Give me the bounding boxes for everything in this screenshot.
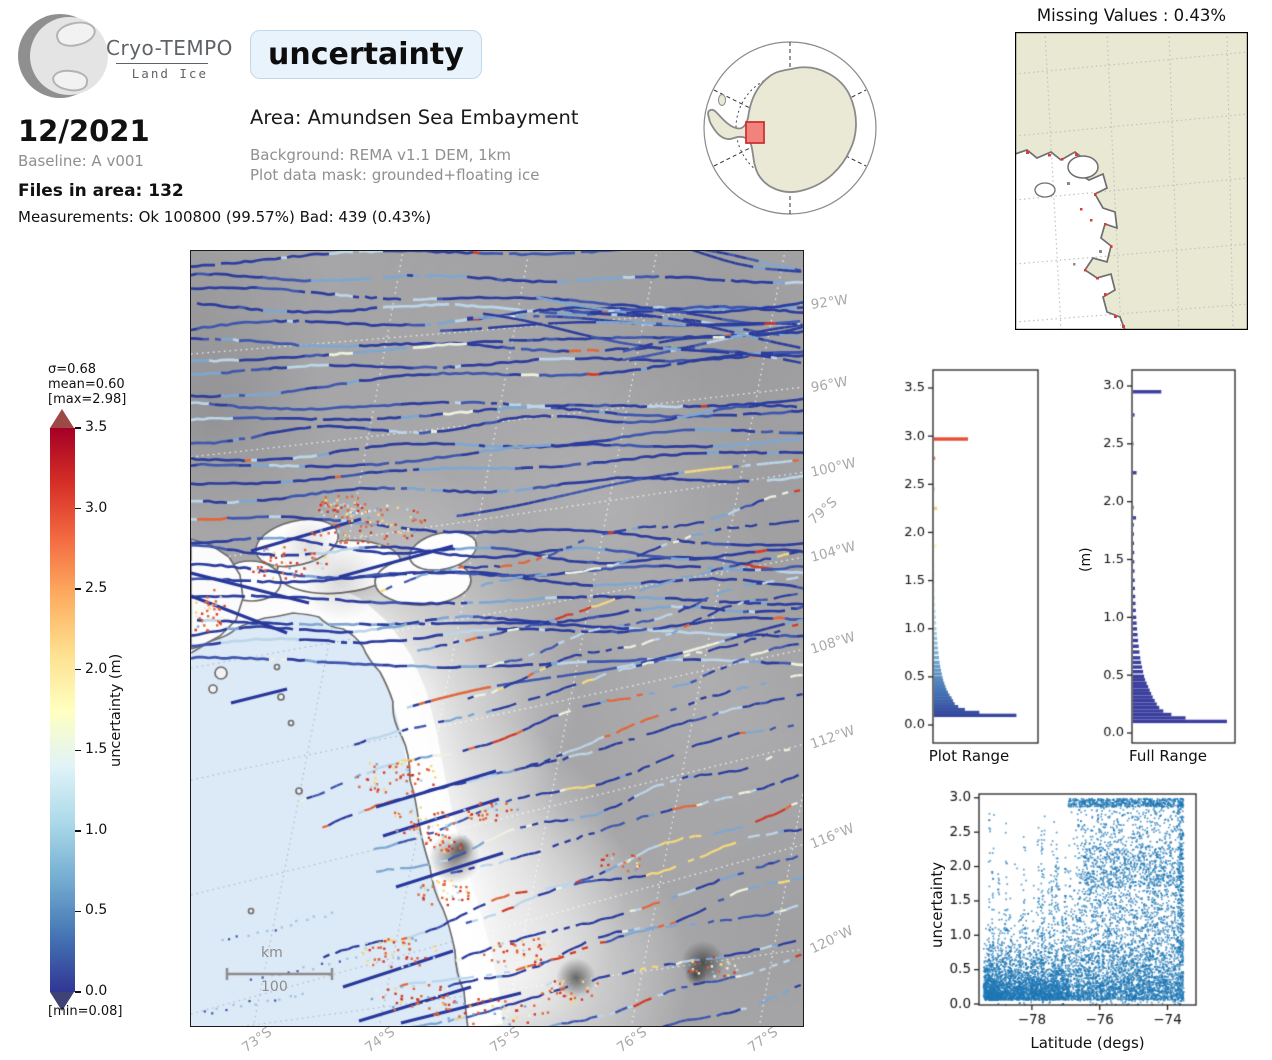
full-range-title: Full Range [1129, 747, 1207, 765]
mask-label: Plot data mask: grounded+floating ice [250, 166, 540, 184]
antarctica-outline [707, 66, 857, 193]
area-extent-box [745, 121, 765, 144]
uncertainty-vs-latitude-scatter [925, 785, 1210, 1035]
missing-values-title: Missing Values : 0.43% [1036, 6, 1227, 25]
colorbar-tick-mark [75, 507, 81, 510]
map-xtick-label: 75°S [487, 1024, 523, 1056]
antarctica-locator-map [703, 41, 877, 215]
date-label: 12/2021 [18, 114, 150, 148]
logo-title: Cryo-TEMPO [106, 36, 233, 60]
scatter-ylabel: uncertainty [928, 861, 946, 949]
colorbar-tick-label: 1.5 [85, 741, 108, 758]
colorbar-tick-mark [75, 830, 81, 832]
plot-range-title: Plot Range [928, 747, 1010, 765]
map-ytick-label: 79°S [805, 494, 841, 528]
map-xtick-label: 73°S [239, 1024, 275, 1056]
logo-subtitle: Land Ice [131, 66, 208, 81]
uncertainty-track-map [191, 251, 803, 1026]
full-range-histogram [1092, 365, 1244, 765]
cryo-tempo-logo [18, 12, 108, 102]
map-ytick-label: 112°W [808, 722, 857, 753]
colorbar-axis-label: uncertainty (m) [108, 653, 124, 767]
baseline-label: Baseline: A v001 [18, 152, 144, 170]
full-range-ylabel: (m) [1078, 547, 1094, 573]
colorbar-tick-label: 1.0 [85, 821, 108, 838]
colorbar-tick-label: 3.0 [85, 499, 108, 516]
map-ytick-label: 120°W [807, 922, 856, 958]
colorbar-tick-label: 0.0 [85, 983, 108, 999]
scalebar-unit-label: km [261, 945, 283, 961]
missing-data-specks [1026, 151, 1125, 328]
area-label: Area: Amundsen Sea Embayment [250, 106, 579, 129]
scalebar-value-label: 100 [261, 979, 288, 995]
map-ytick-label: 104°W [808, 538, 858, 566]
main-map-frame: km 100 [190, 250, 804, 1027]
map-ytick-label: 108°W [808, 628, 858, 658]
plot-range-histogram [893, 365, 1045, 765]
map-xtick-label: 77°S [745, 1024, 781, 1056]
colorbar-tick-label: 0.5 [85, 902, 108, 919]
colorbar-tick-mark [75, 668, 81, 671]
map-xtick-label: 76°S [614, 1024, 650, 1056]
colorbar-over-arrow [50, 409, 74, 428]
background-label: Background: REMA v1.1 DEM, 1km [250, 146, 512, 164]
map-ytick-label: 96°W [809, 373, 850, 396]
colorbar-stats: σ=0.68 mean=0.60 [max=2.98] [48, 362, 126, 407]
colorbar-tick-label: 2.0 [85, 660, 108, 677]
variable-badge: uncertainty [250, 30, 482, 79]
colorbar-tick-mark [75, 749, 81, 752]
colorbar-tick-mark [75, 427, 81, 429]
colorbar-min-label: [min=0.08] [48, 1004, 123, 1019]
stat-max: [max=2.98] [48, 392, 127, 407]
scatter-xlabel: Latitude (degs) [1030, 1034, 1145, 1052]
files-count-label: Files in area: 132 [18, 181, 184, 201]
map-ytick-label: 100°W [809, 454, 858, 481]
stat-mean: mean=0.60 [48, 377, 125, 392]
colorbar-tick-label: 3.5 [85, 419, 108, 435]
colorbar-tick-label: 2.5 [85, 580, 108, 597]
logo-rule [116, 63, 208, 64]
stat-sigma: σ=0.68 [48, 362, 97, 377]
colorbar-tick-mark [75, 910, 81, 913]
missing-values-map [1015, 32, 1248, 330]
map-ytick-label: 116°W [808, 820, 857, 853]
measurements-label: Measurements: Ok 100800 (99.57%) Bad: 43… [18, 208, 432, 226]
colorbar-gradient [50, 428, 75, 992]
logo-text: Cryo-TEMPO Land Ice [106, 36, 233, 81]
colorbar-tick-mark [75, 588, 81, 590]
map-xtick-label: 74°S [362, 1024, 398, 1056]
map-ytick-label: 92°W [809, 291, 850, 313]
colorbar-tick-mark [75, 991, 81, 993]
colorbar-under-arrow [50, 992, 74, 1011]
